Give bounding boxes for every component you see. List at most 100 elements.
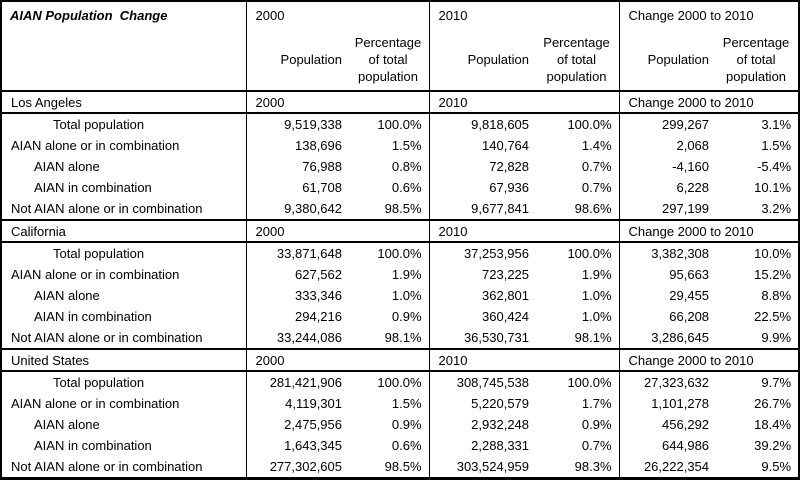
population-value: 333,346	[245, 285, 349, 306]
percentage-value: 1.5%	[391, 138, 422, 153]
percentage-value: 100.0%	[567, 246, 612, 261]
population-value: 2,068	[618, 135, 717, 156]
population-value: 9,677,841	[428, 198, 537, 220]
percentage-value: 15.2%	[754, 267, 792, 282]
percentage-value: 0.9%	[581, 417, 612, 432]
section-band-row: United States 2000 2010 Change 2000 to 2010	[1, 348, 800, 372]
table-row: AIAN alone or in combination 627,562 1.9% 7…	[1, 264, 799, 285]
percentage-value: 10.1%	[754, 180, 792, 195]
percentage-value: 98.3%	[574, 459, 612, 474]
percentage-value: 0.9%	[391, 309, 422, 324]
percentage-value: 100.0%	[377, 246, 422, 261]
percentage-value: 39.2%	[754, 438, 792, 453]
row-label: AIAN in combination	[34, 309, 152, 324]
percentage-value: 18.4%	[754, 417, 792, 432]
percentage-header-text: Percentage of total population	[354, 34, 422, 84]
table-row: AIAN in combination 294,216 0.9% 360,424 1.0…	[1, 306, 799, 327]
table-row: AIAN alone or in combination 138,696 1.5% 1…	[1, 135, 799, 156]
band-group-label: 2000	[245, 348, 430, 372]
table-row: AIAN in combination 1,643,345 0.6% 2,288,33…	[1, 435, 799, 456]
percentage-value: 100.0%	[567, 375, 612, 390]
percentage-value: 1.4%	[581, 138, 612, 153]
row-label: AIAN in combination	[34, 438, 152, 453]
population-value: 308,745,538	[428, 371, 537, 393]
table-row: Not AIAN alone or in combination 33,244,0…	[1, 327, 799, 349]
percentage-value: 9.7%	[761, 375, 792, 390]
row-label: Not AIAN alone or in combination	[11, 330, 203, 345]
population-header-change: Population	[618, 28, 717, 92]
percentage-value: 0.7%	[581, 438, 612, 453]
percentage-value: 0.8%	[391, 159, 422, 174]
percentage-value: 1.0%	[581, 288, 612, 303]
band-group-label: 2010	[428, 90, 620, 114]
percentage-value: 98.6%	[574, 201, 612, 216]
population-value: 33,871,648	[245, 242, 349, 264]
row-label: Total population	[53, 246, 145, 261]
percentage-value: 98.5%	[384, 459, 422, 474]
population-value: 36,530,731	[428, 327, 537, 349]
band-group-label: 2000	[245, 219, 430, 243]
population-value: 95,663	[618, 264, 717, 285]
row-label: Not AIAN alone or in combination	[11, 459, 203, 474]
table-header: AIAN Population Change 2000 2010 Change …	[1, 1, 800, 92]
population-value: 303,524,959	[428, 456, 537, 479]
percentage-value: 1.0%	[391, 288, 422, 303]
percentage-value: 9.5%	[761, 459, 792, 474]
population-value: 297,199	[618, 198, 717, 220]
population-value: 9,380,642	[245, 198, 349, 220]
percentage-value: 10.0%	[754, 246, 792, 261]
row-label: AIAN alone	[34, 417, 100, 432]
column-group-2010: 2010	[428, 1, 620, 28]
table-row: AIAN in combination 61,708 0.6% 67,936 0.7% 6…	[1, 177, 799, 198]
percentage-header-2000: Percentage of total population	[349, 28, 430, 92]
percentage-header-text: Percentage of total population	[543, 34, 610, 84]
row-label-header	[1, 28, 246, 92]
band-group-label: Change 2000 to 2010	[618, 219, 800, 243]
population-value: 2,475,956	[245, 414, 349, 435]
population-value: 299,267	[618, 113, 717, 135]
percentage-header-text: Percentage of total population	[722, 34, 790, 84]
percentage-value: 98.5%	[384, 201, 422, 216]
table-title: AIAN Population Change	[10, 7, 168, 23]
table-row: Not AIAN alone or in combination 9,380,64…	[1, 198, 799, 220]
percentage-value: 0.6%	[391, 180, 422, 195]
percentage-value: 3.2%	[761, 201, 792, 216]
population-value: 2,288,331	[428, 435, 537, 456]
population-value: 3,382,308	[618, 242, 717, 264]
population-value: 6,228	[618, 177, 717, 198]
population-value: 644,986	[618, 435, 717, 456]
percentage-header-2010: Percentage of total population	[536, 28, 620, 92]
percentage-header-change: Percentage of total population	[716, 28, 800, 92]
population-value: 277,302,605	[245, 456, 349, 479]
population-value: 360,424	[428, 306, 537, 327]
band-group-label: 2000	[245, 90, 430, 114]
row-label: AIAN alone or in combination	[11, 396, 180, 411]
percentage-value: 98.1%	[574, 330, 612, 345]
population-value: 67,936	[428, 177, 537, 198]
percentage-value: 0.9%	[391, 417, 422, 432]
column-group-2000: 2000	[245, 1, 430, 28]
percentage-value: 0.6%	[391, 438, 422, 453]
population-value: 9,818,605	[428, 113, 537, 135]
table-body: Los Angeles 2000 2010 Change 2000 to 2010 To…	[1, 90, 800, 479]
row-label: AIAN alone	[34, 159, 100, 174]
percentage-value: 1.9%	[391, 267, 422, 282]
population-value: 140,764	[428, 135, 537, 156]
population-value: 362,801	[428, 285, 537, 306]
population-value: 2,932,248	[428, 414, 537, 435]
population-value: 294,216	[245, 306, 349, 327]
sub-header-row: Population Percentage of total populatio…	[1, 28, 800, 92]
row-label: AIAN alone or in combination	[11, 138, 180, 153]
percentage-value: 100.0%	[377, 117, 422, 132]
row-label: Total population	[53, 375, 145, 390]
population-value: 138,696	[245, 135, 349, 156]
percentage-value: 0.7%	[581, 180, 612, 195]
percentage-value: 98.1%	[384, 330, 422, 345]
row-label: AIAN alone	[34, 288, 100, 303]
population-value: 72,828	[428, 156, 537, 177]
population-value: 9,519,338	[245, 113, 349, 135]
population-value: 5,220,579	[428, 393, 537, 414]
table-row: AIAN alone or in combination 4,119,301 1.5…	[1, 393, 799, 414]
population-value: 66,208	[618, 306, 717, 327]
